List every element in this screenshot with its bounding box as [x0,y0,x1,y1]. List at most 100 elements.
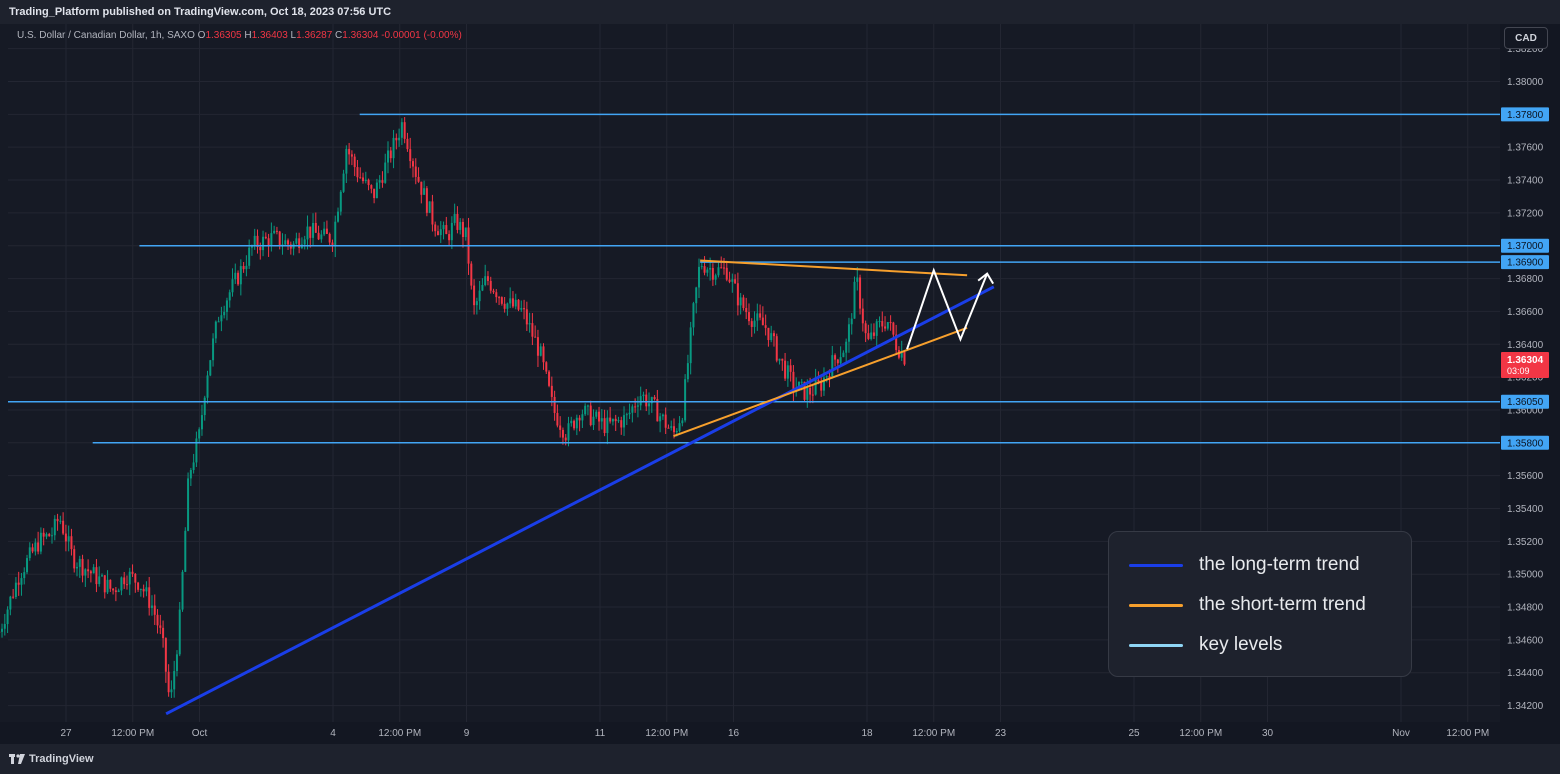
legend-swatch-short-term [1129,603,1183,607]
candle-body-258 [714,275,717,280]
key-level-badge-1 [1501,238,1549,253]
candle-body-89 [245,265,248,270]
candle-body-203 [561,429,564,438]
candle-body-54 [148,587,151,608]
legend-item-long-term: the long-term trend [1129,554,1360,576]
change-value: -0.00001 (-0.00%) [381,30,462,41]
candle-body-84 [231,279,234,293]
y-tick-label-7: 1.35600 [1507,471,1544,482]
candle-body-292 [809,387,812,395]
candle-body-99 [273,230,276,234]
candle-body-246 [681,420,684,424]
candle-body-146 [403,122,406,139]
candle-body-293 [811,394,814,396]
candle-body-161 [445,225,448,235]
open-label: O [197,30,206,41]
tradingview-logo[interactable]: TradingView [9,753,94,765]
candle-body-176 [486,276,489,281]
candle-body-31 [84,569,87,576]
candle-body-315 [872,332,875,336]
candle-body-217 [600,418,603,422]
candle-body-320 [886,322,889,329]
candle-body-13 [34,542,37,552]
candle-body-33 [89,571,92,574]
candle-body-206 [570,420,573,424]
candle-body-21 [56,518,59,522]
candle-body-85 [234,272,237,280]
legend-swatch-long-term [1129,563,1183,567]
candle-body-294 [814,379,817,395]
currency-button[interactable]: CAD [1504,27,1548,49]
candle-body-197 [545,362,548,372]
candle-body-248 [686,363,689,380]
candle-body-284 [786,365,789,379]
x-tick-label-13: 12:00 PM [1179,728,1222,739]
x-tick-label-12: 25 [1128,728,1140,739]
candle-body-286 [792,371,795,390]
candle-body-131 [362,177,365,182]
candle-body-171 [473,285,476,306]
candle-body-97 [267,238,270,247]
candle-body-314 [870,332,873,339]
candle-body-98 [270,233,273,247]
candle-body-82 [225,300,228,312]
candle-body-201 [556,412,559,426]
candle-body-148 [409,149,412,162]
projection-path[interactable] [906,267,989,350]
candle-body-38 [103,575,106,593]
key-level-badge-label-1: 1.37000 [1507,241,1544,252]
candle-body-303 [839,357,842,364]
candle-body-225 [623,415,626,428]
short-term-trend-lower-line[interactable] [673,326,968,438]
y-tick-label-1: 1.34400 [1507,668,1544,679]
y-tick-label-12: 1.36600 [1507,307,1544,318]
candle-body-123 [339,191,342,212]
candle-body-8 [20,578,23,585]
candle-body-307 [850,318,853,325]
candle-body-113 [312,222,315,238]
candle-body-44 [120,577,123,591]
long-term-trend-line[interactable] [165,285,995,716]
y-tick-label-11: 1.36400 [1507,340,1544,351]
x-tick-label-1: 12:00 PM [111,728,154,739]
candle-body-126 [348,148,351,155]
candle-body-39 [106,579,109,593]
candle-body-95 [262,236,265,251]
candle-body-65 [178,609,181,655]
projection-arrow-head [977,272,995,285]
key-level-badge-label-2: 1.36900 [1507,258,1544,269]
high-label: H [244,30,252,41]
candle-body-322 [892,322,895,335]
candle-body-302 [836,359,839,364]
candle-body-157 [434,224,437,232]
candle-body-228 [631,406,634,413]
candle-body-255 [706,269,709,273]
candle-body-139 [384,162,387,183]
short-term-trend-upper-line[interactable] [700,259,968,277]
candle-body-273 [756,313,759,321]
candle-body-110 [303,239,306,245]
candle-body-18 [48,533,51,537]
candle-body-63 [173,671,176,690]
candle-body-116 [320,234,323,240]
y-tick-label-9: 1.36000 [1507,405,1544,416]
candle-body-226 [625,414,628,416]
candle-body-75 [206,375,209,398]
candle-body-285 [789,365,792,372]
candle-body-62 [170,689,173,693]
candle-body-309 [856,277,859,282]
candle-body-247 [684,379,687,421]
time-axis[interactable] [0,722,1560,744]
candle-body-174 [481,285,484,291]
candle-body-129 [356,167,359,178]
key-level-badge-4 [1501,435,1549,450]
candle-body-108 [298,238,301,248]
candle-body-64 [175,654,178,672]
x-tick-label-11: 23 [995,728,1007,739]
key-level-badge-2 [1501,255,1549,270]
tradingview-logo-text: TradingView [29,753,94,765]
published-text: Trading_Platform published on TradingVie… [9,6,392,18]
candle-body-122 [337,211,340,222]
candle-body-187 [517,299,520,310]
legend-item-key-levels: key levels [1129,634,1282,656]
